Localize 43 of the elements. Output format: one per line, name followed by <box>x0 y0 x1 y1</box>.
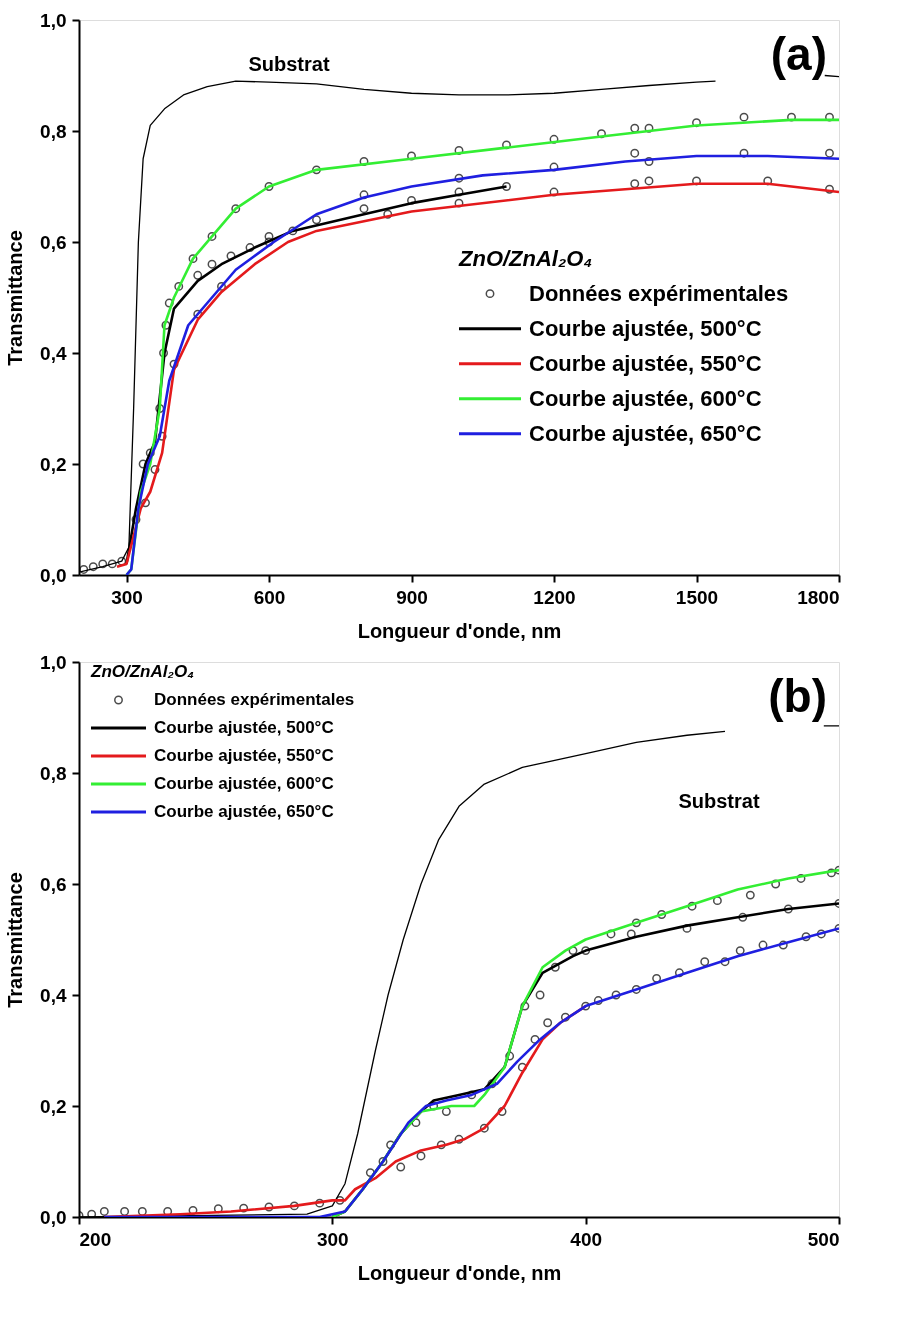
y-tick-label: 0,0 <box>40 564 67 586</box>
y-axis-title: Transmittance <box>4 872 27 1008</box>
x-tick-label: 300 <box>316 1228 349 1250</box>
x-tick-label: 1800 <box>797 586 840 608</box>
y-tick-label: 0,4 <box>40 984 67 1006</box>
y-axis-title: Transmittance <box>4 230 27 366</box>
legend-label: Courbe ajustée, 500°C <box>154 718 334 737</box>
legend-title: ZnO/ZnAl₂O₄ <box>90 662 195 681</box>
x-tick-label: 200 <box>79 1228 112 1250</box>
legend-label: Courbe ajustée, 550°C <box>529 350 762 376</box>
legend-label: Courbe ajustée, 600°C <box>529 385 762 411</box>
legend-label: Courbe ajustée, 650°C <box>154 802 334 821</box>
legend-label: Données expérimentales <box>154 690 355 709</box>
y-tick-label: 0,6 <box>40 231 67 253</box>
x-tick-label: 300 <box>111 586 143 608</box>
y-tick-label: 0,4 <box>40 342 67 364</box>
x-axis-title: Longueur d'onde, nm <box>357 1261 562 1284</box>
y-tick-label: 0,6 <box>40 873 67 895</box>
y-tick-label: 0,2 <box>40 1095 67 1117</box>
legend-label: Courbe ajustée, 500°C <box>529 315 762 341</box>
x-tick-label: 1200 <box>533 586 576 608</box>
y-tick-label: 1,0 <box>40 9 67 31</box>
line-series <box>103 927 839 1217</box>
x-tick-label: 900 <box>396 586 428 608</box>
x-tick-label: 600 <box>253 586 286 608</box>
y-tick-label: 0,8 <box>40 120 67 142</box>
legend-title: ZnO/ZnAl₂O₄ <box>458 245 593 271</box>
y-tick-label: 0,2 <box>40 453 67 475</box>
y-tick-label: 0,8 <box>40 762 67 784</box>
legend-label: Données expérimentales <box>529 280 789 306</box>
x-tick-label: 500 <box>807 1228 840 1250</box>
legend-label: Courbe ajustée, 600°C <box>154 774 334 793</box>
x-tick-label: 1500 <box>675 586 719 608</box>
x-axis-title: Longueur d'onde, nm <box>357 619 562 642</box>
x-tick-label: 400 <box>570 1228 603 1250</box>
y-tick-label: 0,0 <box>40 1206 67 1228</box>
annotation: (b) <box>768 670 827 722</box>
annotation: (a) <box>770 28 827 80</box>
y-tick-label: 1,0 <box>40 651 67 673</box>
annotation: Substrat <box>248 53 330 75</box>
legend-label: Courbe ajustée, 650°C <box>529 420 762 446</box>
annotation: Substrat <box>678 790 760 812</box>
legend-label: Courbe ajustée, 550°C <box>154 746 334 765</box>
